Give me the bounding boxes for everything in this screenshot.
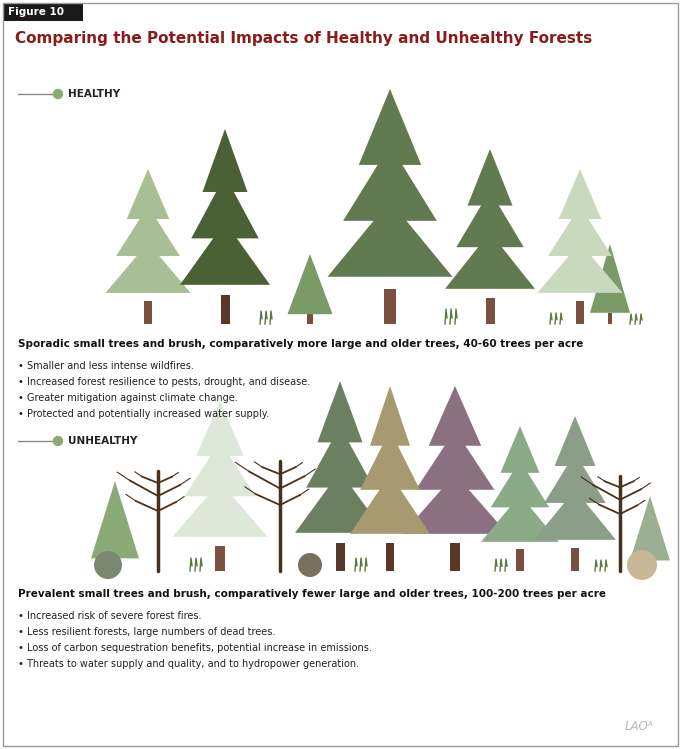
Polygon shape [491, 461, 550, 507]
Circle shape [54, 437, 63, 446]
Text: • Increased risk of severe forest fires.: • Increased risk of severe forest fires. [18, 611, 202, 621]
Polygon shape [590, 244, 630, 313]
Text: • Threats to water supply and quality, and to hydropower generation.: • Threats to water supply and quality, a… [18, 659, 359, 669]
Polygon shape [402, 474, 507, 534]
Polygon shape [537, 243, 622, 293]
Polygon shape [534, 490, 616, 540]
Text: • Loss of carbon sequestration benefits, potential increase in emissions.: • Loss of carbon sequestration benefits,… [18, 643, 372, 653]
Polygon shape [359, 89, 422, 165]
Text: Comparing the Potential Impacts of Healthy and Unhealthy Forests: Comparing the Potential Impacts of Healt… [15, 31, 592, 46]
Bar [575, 301, 584, 324]
Polygon shape [196, 401, 244, 456]
Polygon shape [548, 206, 612, 256]
Polygon shape [544, 453, 606, 503]
Bar [384, 289, 396, 324]
Bar [648, 560, 652, 571]
Polygon shape [191, 175, 259, 238]
Polygon shape [350, 474, 430, 534]
Polygon shape [630, 496, 670, 560]
Polygon shape [343, 145, 437, 221]
Polygon shape [328, 201, 452, 277]
Bar [486, 298, 494, 324]
Bar [307, 314, 313, 324]
Polygon shape [317, 381, 362, 443]
Polygon shape [106, 243, 191, 293]
Text: Figure 10: Figure 10 [8, 7, 64, 17]
Polygon shape [202, 129, 247, 192]
Polygon shape [306, 426, 374, 488]
Text: HEALTHY: HEALTHY [68, 89, 120, 99]
Polygon shape [481, 495, 559, 542]
Circle shape [627, 550, 657, 580]
Bar [336, 542, 345, 571]
Polygon shape [287, 254, 332, 314]
Bar [607, 313, 612, 324]
Circle shape [94, 551, 122, 579]
Bar [112, 559, 118, 571]
Circle shape [54, 89, 63, 99]
Text: Sporadic small trees and brush, comparatively more large and older trees, 40-60 : Sporadic small trees and brush, comparat… [18, 339, 584, 349]
Polygon shape [185, 441, 255, 497]
Text: • Increased forest resilience to pests, drought, and disease.: • Increased forest resilience to pests, … [18, 377, 311, 387]
Bar [571, 548, 579, 571]
Bar [215, 545, 225, 571]
Bar [3, 3, 83, 21]
Polygon shape [467, 149, 513, 205]
Polygon shape [172, 482, 268, 537]
Polygon shape [429, 386, 481, 446]
Polygon shape [295, 471, 385, 533]
Bar [144, 301, 153, 324]
Polygon shape [415, 430, 494, 490]
Polygon shape [558, 169, 601, 219]
Text: Prevalent small trees and brush, comparatively fewer large and older trees, 100-: Prevalent small trees and brush, compara… [18, 589, 606, 599]
Circle shape [298, 553, 322, 577]
Text: • Less resilient forests, large numbers of dead trees.: • Less resilient forests, large numbers … [18, 627, 275, 637]
Polygon shape [501, 426, 539, 473]
Bar [516, 549, 524, 571]
Polygon shape [127, 169, 170, 219]
Polygon shape [445, 232, 535, 289]
Polygon shape [116, 206, 180, 256]
Polygon shape [554, 416, 595, 466]
Text: UNHEALTHY: UNHEALTHY [68, 436, 138, 446]
Polygon shape [456, 191, 524, 247]
Bar [221, 295, 229, 324]
Bar [449, 543, 460, 571]
Text: LAOᴬ: LAOᴬ [625, 721, 654, 733]
Polygon shape [91, 481, 139, 559]
Bar [386, 543, 394, 571]
Polygon shape [180, 222, 270, 285]
Text: • Greater mitigation against climate change.: • Greater mitigation against climate cha… [18, 393, 238, 403]
Text: • Smaller and less intense wildfires.: • Smaller and less intense wildfires. [18, 361, 194, 371]
Text: • Protected and potentially increased water supply.: • Protected and potentially increased wa… [18, 409, 269, 419]
Polygon shape [360, 430, 420, 490]
Polygon shape [370, 386, 410, 446]
